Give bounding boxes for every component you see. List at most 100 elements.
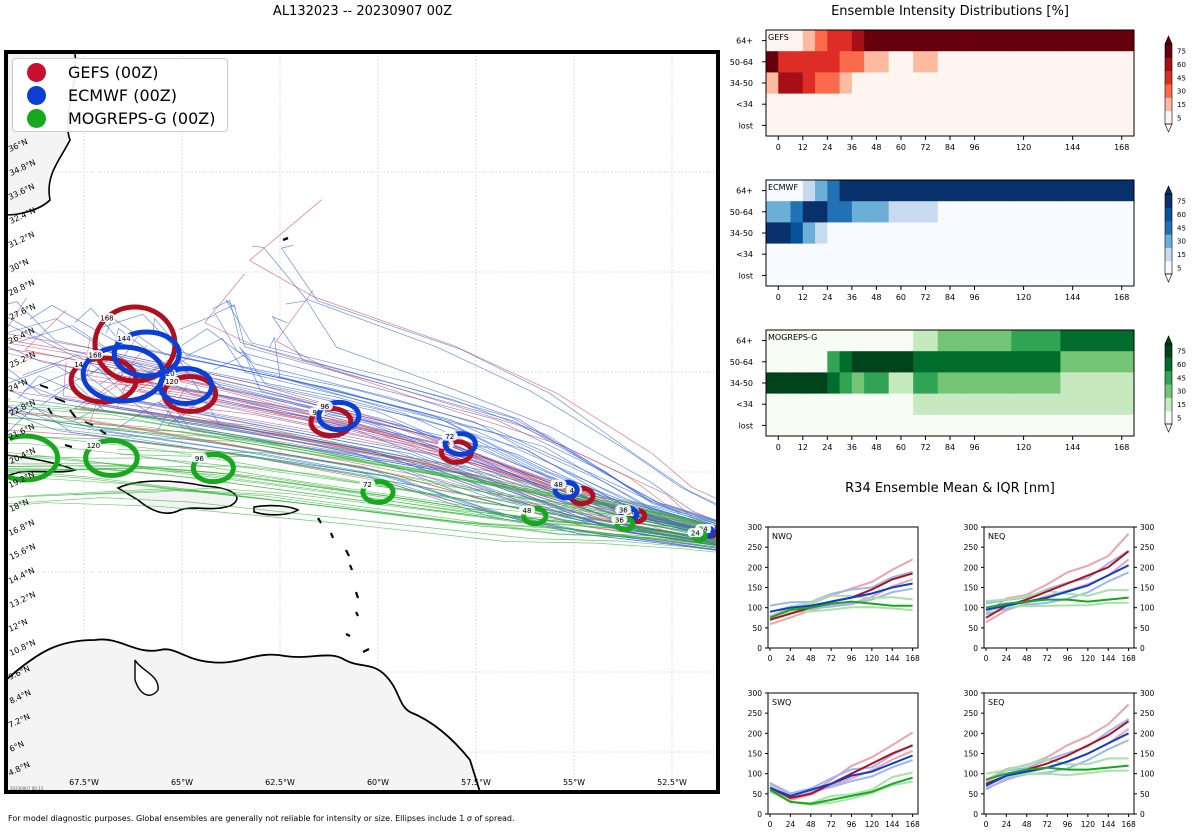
r34-y-tick-label: 250 (964, 709, 979, 718)
r34-x-tick-label: 24 (786, 820, 796, 829)
r34-y-tick-label: 50 (968, 624, 978, 633)
heatmap-cell (839, 222, 853, 245)
colorbar-segment (1165, 247, 1172, 262)
member-track (213, 354, 718, 538)
heatmap-cell (864, 414, 890, 437)
heatmap-panel-name: MOGREPS-G (768, 333, 817, 342)
r34-y-tick-label: 50 (1140, 624, 1150, 633)
svg-text:144: 144 (74, 361, 88, 369)
heatmap-cell (827, 51, 841, 73)
heatmap-cell (888, 72, 914, 95)
heatmap-panel-name: GEFS (768, 33, 789, 42)
heatmap-cell (937, 30, 963, 52)
member-track (6, 465, 718, 545)
member-track (6, 489, 718, 547)
colorbar-segment (1165, 410, 1172, 425)
heatmap-x-tick-label: 120 (1016, 143, 1031, 152)
heatmap-cell (839, 372, 853, 395)
colorbar: 75 60 45 30 15 5 (1164, 185, 1186, 283)
colorbar: 75 60 45 30 15 5 (1164, 35, 1186, 133)
heatmap-cell (962, 51, 1012, 73)
heatmap-cell (1060, 372, 1135, 395)
heatmap-cell (888, 243, 914, 266)
map-legend: GEFS (00Z) ECMWF (00Z) MOGREPS-G (00Z) (12, 58, 228, 132)
r34-x-tick-label: 96 (1063, 820, 1073, 829)
heatmap-cell (802, 264, 816, 287)
forecast-hour-label: 36 (615, 505, 632, 515)
heatmap-cell (962, 351, 1012, 373)
heatmap-cell (888, 264, 914, 287)
heatmap-row-label: <34 (736, 250, 753, 259)
heatmap-cell (778, 201, 792, 223)
heatmap-cell (937, 393, 963, 416)
heatmap-cell (851, 264, 865, 287)
colorbar-extend-bottom (1164, 273, 1173, 283)
heatmap-cell (864, 393, 890, 416)
heatmap-cell (851, 222, 865, 245)
member-track (72, 395, 718, 547)
forecast-hour-label: 120 (85, 440, 102, 450)
colorbar-extend-top (1164, 35, 1173, 45)
r34-y-tick-label: 150 (1140, 584, 1155, 593)
r34-x-tick-label: 168 (905, 654, 920, 663)
heatmap-cell (864, 180, 890, 202)
svg-text:72: 72 (363, 481, 372, 489)
svg-text:144: 144 (117, 335, 131, 343)
heatmap-row-label: 34-50 (730, 79, 753, 88)
heatmap-x-tick-label: 72 (920, 293, 930, 302)
heatmap-cell (888, 330, 914, 352)
r34-iqr-line (769, 594, 913, 614)
colorbar-segment (1165, 57, 1172, 72)
colorbar-extend-top (1164, 335, 1173, 345)
heatmap-cell (802, 393, 816, 416)
heatmap-cell (766, 243, 779, 266)
colorbar-tick-label: 5 (1177, 264, 1181, 272)
heatmap-cell (815, 414, 828, 437)
r34-x-tick-label: 168 (905, 820, 920, 829)
member-track (6, 397, 718, 549)
colorbar-tick-label: 45 (1177, 74, 1186, 82)
r34-y-tick-label: 200 (748, 729, 763, 738)
heatmap-cell (888, 180, 914, 202)
heatmap-x-tick-label: 60 (896, 143, 906, 152)
r34-y-tick-label: 250 (748, 709, 763, 718)
heatmap-x-tick-label: 12 (798, 293, 808, 302)
r34-iqr-line (985, 601, 1129, 612)
member-track (6, 455, 718, 543)
heatmap-cell (937, 264, 963, 287)
member-track (6, 412, 718, 530)
member-track (6, 404, 718, 530)
heatmap-x-tick-label: 24 (822, 143, 832, 152)
heatmap-cell (815, 351, 828, 373)
heatmap-cell (839, 264, 853, 287)
heatmap-cell (815, 264, 828, 287)
r34-x-tick-label: 120 (1081, 820, 1096, 829)
heatmap-row-label: 34-50 (730, 379, 753, 388)
heatmap-cell (790, 264, 804, 287)
colorbar-frame (1164, 193, 1173, 275)
r34-mean-line (985, 564, 1130, 611)
forecast-ellipse (6, 433, 61, 483)
legend-label: MOGREPS-G (00Z) (68, 109, 216, 128)
heatmap-cell (1060, 222, 1135, 245)
svg-text:120: 120 (161, 370, 174, 378)
heatmap-cell (1060, 72, 1135, 95)
heatmap-cell (790, 201, 804, 223)
forecast-ellipse (316, 399, 362, 433)
member-track (6, 342, 718, 533)
heatmap-cell (827, 414, 841, 437)
colorbar-segment (1165, 70, 1172, 85)
r34-y-tick-label: 250 (748, 543, 763, 552)
heatmap-cell (851, 372, 865, 395)
colorbar-extend-top (1164, 185, 1173, 195)
heatmap-cell (766, 72, 779, 95)
r34-x-tick-label: 144 (1101, 654, 1116, 663)
heatmap-cell (839, 414, 853, 437)
heatmap-cell (1060, 243, 1135, 266)
r34-y-tick-label: 100 (748, 604, 763, 613)
member-track (29, 304, 718, 529)
colorbar-extend-bottom (1164, 423, 1173, 433)
member-track (6, 497, 718, 551)
heatmap-cell (851, 93, 865, 116)
heatmap-cell (766, 30, 779, 52)
